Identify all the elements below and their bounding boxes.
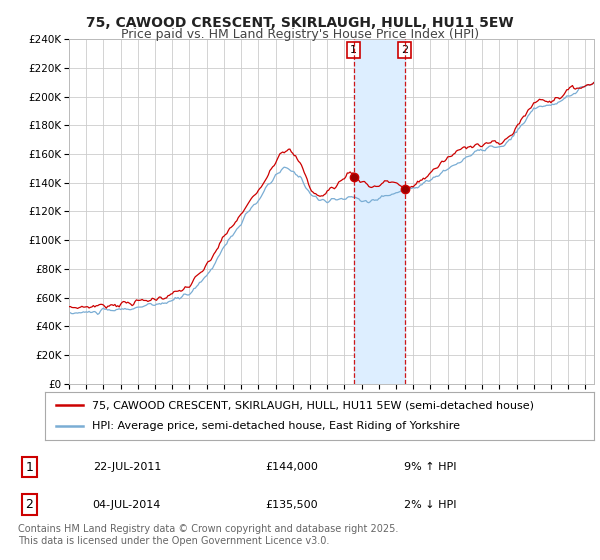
Text: HPI: Average price, semi-detached house, East Riding of Yorkshire: HPI: Average price, semi-detached house,… xyxy=(92,421,460,431)
Text: 75, CAWOOD CRESCENT, SKIRLAUGH, HULL, HU11 5EW (semi-detached house): 75, CAWOOD CRESCENT, SKIRLAUGH, HULL, HU… xyxy=(92,400,533,410)
Text: 9% ↑ HPI: 9% ↑ HPI xyxy=(404,462,456,472)
Text: 04-JUL-2014: 04-JUL-2014 xyxy=(92,500,161,510)
Text: 2% ↓ HPI: 2% ↓ HPI xyxy=(404,500,456,510)
Bar xyxy=(354,39,404,384)
Text: 1: 1 xyxy=(25,460,33,474)
Text: 2: 2 xyxy=(401,45,408,55)
Text: 75, CAWOOD CRESCENT, SKIRLAUGH, HULL, HU11 5EW: 75, CAWOOD CRESCENT, SKIRLAUGH, HULL, HU… xyxy=(86,16,514,30)
Text: Contains HM Land Registry data © Crown copyright and database right 2025.
This d: Contains HM Land Registry data © Crown c… xyxy=(18,524,398,546)
Text: 1: 1 xyxy=(350,45,357,55)
Text: 22-JUL-2011: 22-JUL-2011 xyxy=(92,462,161,472)
Text: 2: 2 xyxy=(25,498,33,511)
Text: £144,000: £144,000 xyxy=(265,462,319,472)
Text: Price paid vs. HM Land Registry's House Price Index (HPI): Price paid vs. HM Land Registry's House … xyxy=(121,28,479,41)
Text: £135,500: £135,500 xyxy=(265,500,318,510)
